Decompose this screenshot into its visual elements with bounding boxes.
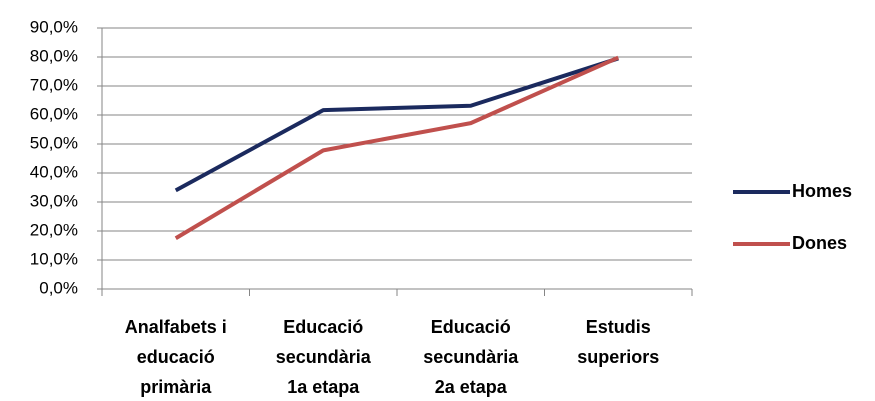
x-tick-label: Educació secundària 2a etapa <box>423 317 519 397</box>
series-line <box>174 56 619 193</box>
legend-label: Dones <box>792 233 847 253</box>
series-line <box>174 55 620 240</box>
y-tick-label: 70,0% <box>30 75 78 94</box>
y-tick-label: 0,0% <box>39 278 78 297</box>
y-tick-label: 60,0% <box>30 104 78 123</box>
y-tick-label: 20,0% <box>30 220 78 239</box>
y-tick-label: 30,0% <box>30 191 78 210</box>
legend-label: Homes <box>792 181 852 201</box>
y-tick-label: 10,0% <box>30 249 78 268</box>
y-tick-label: 50,0% <box>30 133 78 152</box>
y-tick-label: 90,0% <box>30 17 78 36</box>
x-tick-label: Analfabets i educació primària <box>124 317 227 397</box>
x-tick-label: Educació secundària 1a etapa <box>275 317 371 397</box>
y-tick-label: 80,0% <box>30 46 78 65</box>
y-tick-label: 40,0% <box>30 162 78 181</box>
x-tick-label: Estudis superiors <box>577 317 660 367</box>
